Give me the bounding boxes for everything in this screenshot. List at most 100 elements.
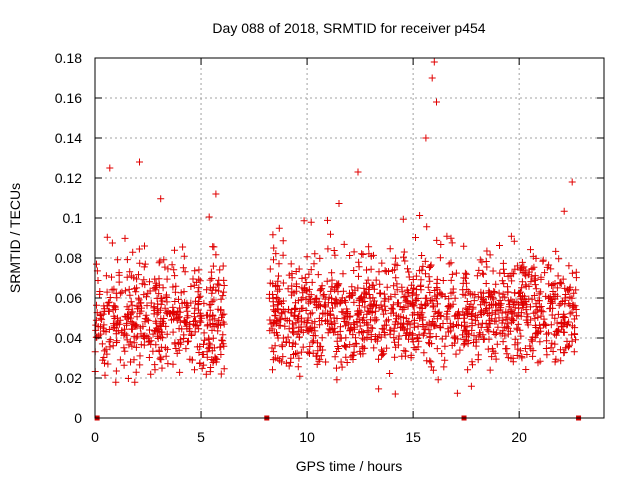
data-point <box>504 272 512 280</box>
data-point <box>442 332 450 340</box>
data-point <box>382 321 390 329</box>
data-point <box>566 310 574 318</box>
data-point <box>552 247 560 255</box>
data-point <box>278 341 286 349</box>
data-point <box>289 328 296 336</box>
data-point <box>161 304 169 312</box>
data-point <box>136 352 144 360</box>
data-point <box>545 280 553 288</box>
data-point <box>100 354 108 361</box>
data-point <box>359 329 367 337</box>
data-point <box>430 302 437 310</box>
data-point <box>210 344 218 352</box>
data-point <box>171 298 179 305</box>
data-point <box>306 310 314 318</box>
data-point <box>518 284 526 292</box>
data-point <box>507 232 515 240</box>
data-point <box>473 272 481 280</box>
data-point <box>209 283 217 291</box>
data-point <box>531 334 539 342</box>
data-point <box>292 299 299 307</box>
data-point <box>511 289 519 297</box>
data-point <box>510 237 518 245</box>
data-point <box>400 248 408 256</box>
data-point <box>207 364 215 371</box>
data-point <box>121 234 129 242</box>
data-point <box>491 288 499 296</box>
data-point <box>486 251 494 259</box>
data-point <box>502 315 510 323</box>
data-point <box>324 309 332 317</box>
data-point <box>499 259 507 267</box>
data-point <box>186 320 194 328</box>
data-point <box>301 274 309 282</box>
data-point <box>508 277 516 285</box>
data-point <box>125 305 133 313</box>
data-point <box>219 292 227 300</box>
data-point <box>278 358 286 366</box>
data-point <box>104 299 112 307</box>
data-point <box>108 286 116 294</box>
data-point <box>551 358 559 366</box>
data-point <box>126 291 134 299</box>
data-point <box>343 305 351 313</box>
data-point <box>198 364 206 372</box>
data-point <box>171 339 179 347</box>
data-point <box>123 273 131 281</box>
data-point <box>270 302 277 310</box>
data-point <box>176 304 184 312</box>
data-point <box>120 331 128 339</box>
data-point <box>568 178 576 186</box>
data-point <box>359 344 367 352</box>
data-point <box>331 251 339 259</box>
data-point <box>479 336 487 343</box>
data-point <box>220 282 228 289</box>
data-point <box>346 252 354 259</box>
data-point <box>473 313 481 321</box>
data-point <box>527 303 534 311</box>
data-point <box>488 309 496 317</box>
data-point <box>275 272 282 280</box>
data-point <box>318 282 326 290</box>
data-point <box>409 301 417 309</box>
data-point <box>169 303 177 311</box>
data-point <box>204 321 212 329</box>
data-point <box>132 368 140 376</box>
data-point <box>409 289 417 297</box>
data-point <box>551 314 559 322</box>
data-point <box>558 322 566 330</box>
data-point <box>572 274 580 282</box>
data-point <box>275 260 283 268</box>
data-point <box>417 311 425 319</box>
data-point <box>491 317 499 325</box>
data-point <box>324 245 332 253</box>
data-point <box>564 320 571 328</box>
data-point <box>390 282 398 290</box>
data-point <box>215 276 223 284</box>
data-point <box>164 360 172 368</box>
data-point <box>161 263 169 271</box>
data-point <box>445 295 453 303</box>
data-point <box>547 265 555 273</box>
data-point <box>536 338 544 346</box>
data-point <box>115 271 123 279</box>
data-point <box>411 296 419 304</box>
data-point <box>123 336 131 344</box>
data-point <box>452 350 460 358</box>
data-point <box>101 359 108 367</box>
data-point <box>382 268 390 276</box>
data-point <box>294 363 302 371</box>
data-point <box>496 242 503 249</box>
data-point <box>451 294 459 302</box>
data-point <box>514 311 522 319</box>
data-point <box>303 253 311 261</box>
data-point <box>403 286 411 294</box>
data-point <box>113 337 121 345</box>
data-point <box>501 293 509 301</box>
data-point <box>401 257 409 265</box>
data-point <box>425 273 433 281</box>
data-point <box>491 310 499 318</box>
data-point <box>191 267 199 275</box>
data-point <box>162 352 170 360</box>
data-point <box>549 348 557 355</box>
